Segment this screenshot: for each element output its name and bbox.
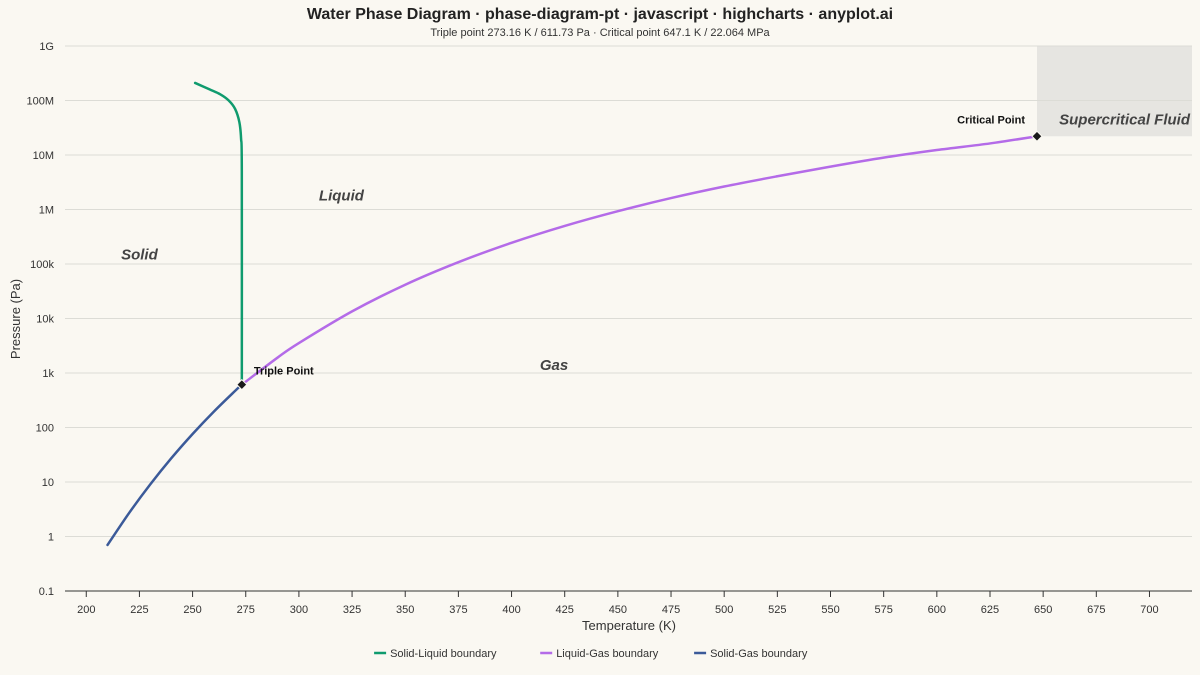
x-tick-label: 450 [609,604,627,616]
x-tick-label: 275 [237,604,255,616]
y-tick-label: 10k [36,314,54,326]
legend-item-solid-gas-boundary[interactable]: Solid-Gas boundary [694,648,808,660]
x-tick-label: 300 [290,604,308,616]
y-tick-label: 10M [33,150,54,162]
x-tick-label: 425 [556,604,574,616]
x-tick-label: 600 [928,604,946,616]
axes: 0.1 1 10 100 1k 10k 100k 1M 10M 100M 1G 200 225 250 27… [26,41,1192,616]
x-axis-title: Temperature (K) [582,618,676,633]
annotations: Triple Point Critical Point Solid Liquid Gas… [121,111,1191,377]
supercritical-region [1036,46,1192,137]
y-tick-label: 1 [48,532,54,544]
x-tick-label: 475 [662,604,680,616]
x-tick-label: 200 [77,604,95,616]
legend-item-liquid-gas-boundary[interactable]: Liquid-Gas boundary [540,648,659,660]
x-tick-label: 675 [1087,604,1105,616]
point-markers [236,130,1043,391]
grid-lines [65,45,1192,537]
critical-point-marker [1031,130,1043,142]
plot-background [1036,46,1192,137]
critical-point-label: Critical Point [957,114,1025,126]
x-tick-label: 500 [715,604,733,616]
region-label-supercritical-fluid: Supercritical Fluid [1059,111,1191,128]
triple-point-label: Triple Point [254,366,314,378]
x-tick-label: 575 [874,604,892,616]
y-tick-label: 100k [30,259,54,271]
y-tick-label: 10 [42,477,54,489]
series-solid-gas-boundary [106,383,244,547]
series-liquid-gas-boundary [240,135,1039,386]
x-tick-label: 550 [821,604,839,616]
y-tick-label: 100M [26,96,54,108]
x-tick-label: 250 [183,604,201,616]
chart-title: Water Phase Diagram · phase-diagram-pt ·… [307,6,893,23]
legend-label: Solid-Liquid boundary [390,648,497,660]
x-tick-label: 375 [449,604,467,616]
x-tick-label: 350 [396,604,414,616]
x-tick-label: 325 [343,604,361,616]
region-label-gas: Gas [540,357,568,374]
x-tick-label: 525 [768,604,786,616]
y-tick-label: 0.1 [39,586,54,598]
legend-label: Solid-Gas boundary [710,648,808,660]
series-lines [106,81,1039,547]
y-tick-label: 100 [36,423,54,435]
legend-label: Liquid-Gas boundary [556,648,659,660]
y-axis-title: Pressure (Pa) [8,279,23,359]
y-tick-label: 1k [42,368,54,380]
legend-item-solid-liquid-boundary[interactable]: Solid-Liquid boundary [374,648,497,660]
x-tick-label: 625 [981,604,999,616]
y-tick-label: 1M [39,205,54,217]
region-label-liquid: Liquid [319,188,365,205]
y-tick-label: 1G [39,41,54,53]
series-solid-liquid-boundary [193,81,244,386]
x-tick-label: 400 [502,604,520,616]
legend: Solid-Liquid boundary Liquid-Gas boundary… [374,648,808,660]
x-tick-label: 650 [1034,604,1052,616]
chart-subtitle: Triple point 273.16 K / 611.73 Pa · Crit… [430,27,770,39]
region-label-solid: Solid [121,246,159,263]
triple-point-marker [236,378,248,391]
x-tick-label: 225 [130,604,148,616]
x-tick-label: 700 [1140,604,1158,616]
